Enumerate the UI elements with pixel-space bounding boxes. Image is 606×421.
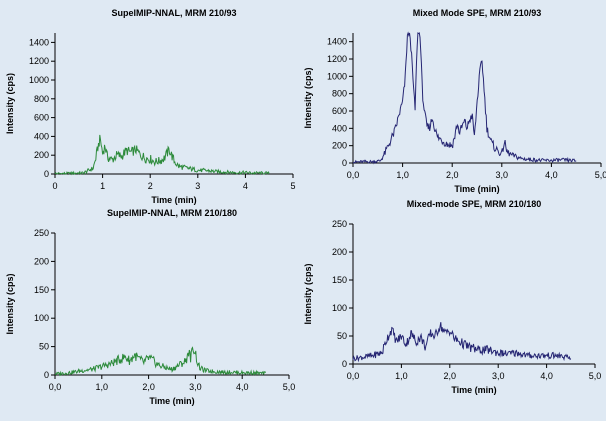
- x-tick-label: 4: [243, 181, 248, 191]
- y-tick-label: 1400: [29, 37, 49, 47]
- chart-panel-3: SupelMIP-NNAL, MRM 210/180 0 50 100 150 200 25…: [5, 208, 295, 406]
- y-tick-label: 0: [44, 370, 49, 380]
- chart-title: Mixed-mode SPE, MRM 210/180: [407, 199, 542, 209]
- y-tick-label: 150: [332, 275, 347, 285]
- x-axis-label: Time (min): [451, 385, 496, 395]
- y-tick-label: 1000: [29, 75, 49, 85]
- y-tick-label: 0: [342, 158, 347, 168]
- y-tick-label: 50: [337, 331, 347, 341]
- y-tick-label: 200: [332, 247, 347, 257]
- x-tick-label: 0: [52, 181, 57, 191]
- y-tick-label: 250: [332, 219, 347, 229]
- y-tick-label: 200: [34, 256, 49, 266]
- x-tick-label: 1,0: [96, 382, 109, 392]
- x-axis-label: Time (min): [149, 396, 194, 406]
- y-tick-label: 200: [34, 150, 49, 160]
- x-tick-label: 3,0: [496, 170, 509, 180]
- y-tick-label: 50: [39, 342, 49, 352]
- chart-panel-4: Mixed-mode SPE, MRM 210/180 0 50 100 150 200 2…: [303, 199, 601, 395]
- y-tick-label: 800: [332, 89, 347, 99]
- y-axis-label: Intensity (cps): [5, 73, 15, 134]
- x-axis-label: Time (min): [151, 195, 196, 205]
- chart-title: Mixed Mode SPE, MRM 210/93: [413, 8, 542, 18]
- x-tick-label: 5,0: [283, 382, 296, 392]
- x-axis-label: Time (min): [454, 184, 499, 194]
- x-tick-label: 0,0: [49, 382, 62, 392]
- x-tick-label: 5,0: [589, 371, 602, 381]
- y-tick-label: 100: [34, 313, 49, 323]
- x-tick-label: 1: [100, 181, 105, 191]
- y-tick-label: 600: [332, 106, 347, 116]
- x-tick-label: 2,0: [444, 371, 457, 381]
- x-tick-label: 2,0: [446, 170, 459, 180]
- series-line: [54, 134, 270, 176]
- y-tick-label: 800: [34, 94, 49, 104]
- x-tick-label: 3: [195, 181, 200, 191]
- y-axis-label: Intensity (cps): [303, 263, 313, 324]
- x-tick-label: 1,0: [395, 371, 408, 381]
- y-tick-label: 400: [34, 131, 49, 141]
- x-tick-label: 0,0: [347, 170, 360, 180]
- series-line: [352, 322, 572, 363]
- y-tick-label: 400: [332, 123, 347, 133]
- x-tick-label: 2: [148, 181, 153, 191]
- y-tick-label: 1400: [327, 37, 347, 47]
- y-tick-label: 150: [34, 285, 49, 295]
- x-tick-label: 1,0: [396, 170, 409, 180]
- chart-title: SupelMIP-NNAL, MRM 210/93: [111, 8, 236, 18]
- x-tick-label: 4,0: [540, 371, 553, 381]
- x-tick-label: 5: [290, 181, 295, 191]
- chart-panel-2: Mixed Mode SPE, MRM 210/93 0 200 400 600 800 1…: [303, 8, 606, 194]
- x-tick-label: 3,0: [189, 382, 202, 392]
- y-tick-label: 0: [44, 169, 49, 179]
- x-tick-label: 5,0: [595, 170, 606, 180]
- y-tick-label: 1200: [327, 54, 347, 64]
- chart-panel-1: SupelMIP-NNAL, MRM 210/93020040060080010…: [5, 8, 296, 205]
- y-tick-label: 250: [34, 228, 49, 238]
- x-tick-label: 4,0: [545, 170, 558, 180]
- y-tick-label: 600: [34, 113, 49, 123]
- y-tick-label: 1200: [29, 56, 49, 66]
- chart-title: SupelMIP-NNAL, MRM 210/180: [107, 208, 237, 218]
- series-line: [353, 31, 577, 165]
- y-tick-label: 100: [332, 303, 347, 313]
- y-tick-label: 0: [342, 359, 347, 369]
- x-tick-label: 4,0: [236, 382, 249, 392]
- y-tick-label: 200: [332, 141, 347, 151]
- x-tick-label: 3,0: [492, 371, 505, 381]
- y-tick-label: 1000: [327, 71, 347, 81]
- y-axis-label: Intensity (cps): [5, 273, 15, 334]
- x-tick-label: 2,0: [142, 382, 155, 392]
- y-axis-label: Intensity (cps): [303, 67, 313, 128]
- series-line: [54, 346, 267, 377]
- x-tick-label: 0,0: [347, 371, 360, 381]
